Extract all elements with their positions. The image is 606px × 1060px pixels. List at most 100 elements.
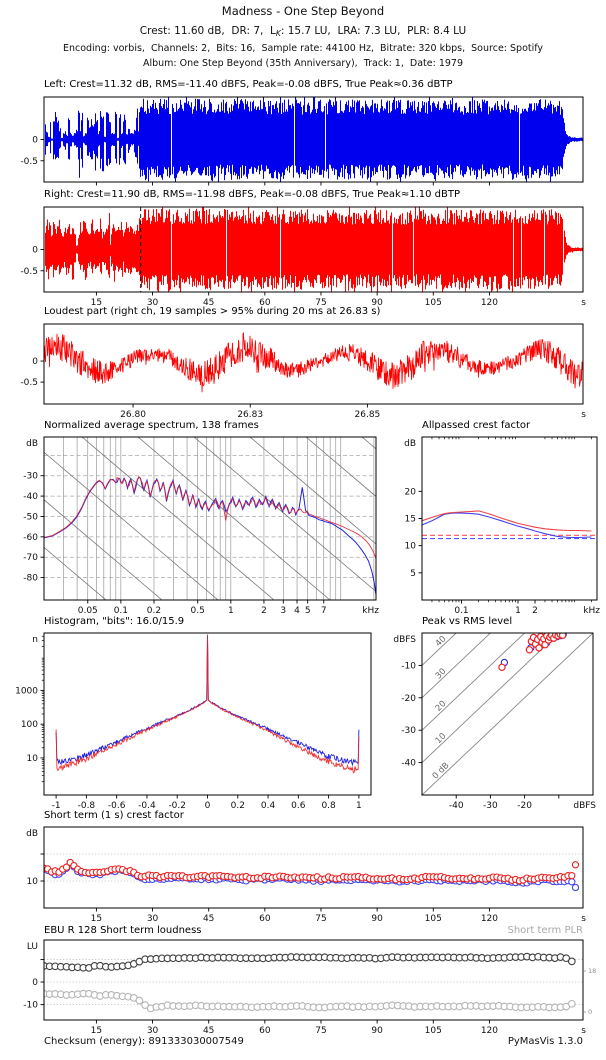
- svg-text:105: 105: [425, 1026, 442, 1036]
- svg-text:0: 0: [588, 1008, 592, 1016]
- panel-ebu: [44, 952, 576, 1013]
- svg-text:s: s: [581, 298, 586, 308]
- svg-text:dB: dB: [26, 439, 38, 449]
- svg-text:90: 90: [371, 1026, 383, 1036]
- svg-text:dBFS: dBFS: [573, 801, 596, 811]
- panel-allpassed: [422, 510, 597, 540]
- encoding-line: Encoding: vorbis, Channels: 2, Bits: 16,…: [62, 43, 544, 54]
- svg-text:n: n: [32, 635, 38, 645]
- svg-text:1000: 1000: [15, 686, 38, 696]
- svg-text:18: 18: [588, 967, 596, 975]
- svg-text:3: 3: [280, 606, 286, 616]
- svg-text:40: 40: [434, 634, 449, 649]
- svg-text:120: 120: [481, 1026, 498, 1036]
- svg-text:-0.6: -0.6: [108, 801, 126, 811]
- panel-wave_right: [45, 207, 583, 292]
- svg-text:-0.4: -0.4: [138, 801, 156, 811]
- svg-text:-70: -70: [23, 553, 38, 563]
- stats-suffix: : 15.7 LU, LRA: 7.3 LU, PLR: 8.4 LU: [280, 25, 467, 37]
- svg-text:-80: -80: [23, 574, 38, 584]
- svg-text:0.2: 0.2: [147, 606, 161, 616]
- svg-text:-0.5: -0.5: [20, 267, 38, 277]
- svg-text:-20: -20: [401, 694, 416, 704]
- checksum-text: Checksum (energy): 891333030007549: [44, 1036, 244, 1047]
- svg-text:75: 75: [315, 914, 326, 924]
- svg-text:100: 100: [21, 720, 38, 730]
- panel-title-left-waveform: Left: Crest=11.32 dB, RMS=-11.40 dBFS, P…: [44, 79, 453, 90]
- panel-wave_left: [45, 97, 583, 182]
- svg-text:26.80: 26.80: [120, 410, 146, 420]
- svg-text:0: 0: [32, 978, 38, 988]
- svg-text:-50: -50: [23, 512, 38, 522]
- svg-text:0: 0: [32, 357, 38, 367]
- svg-text:-40: -40: [449, 801, 464, 811]
- svg-text:105: 105: [425, 298, 442, 308]
- svg-text:5: 5: [305, 606, 311, 616]
- svg-text:-10: -10: [401, 661, 416, 671]
- svg-text:s: s: [581, 410, 586, 420]
- svg-text:105: 105: [425, 914, 442, 924]
- svg-text:-30: -30: [23, 472, 38, 482]
- svg-text:-0.5: -0.5: [20, 157, 38, 167]
- svg-text:0 dB: 0 dB: [431, 761, 452, 782]
- panel-title-short-term-crest: Short term (1 s) crest factor: [44, 810, 184, 821]
- svg-text:30: 30: [147, 298, 159, 308]
- svg-text:0: 0: [205, 801, 211, 811]
- app-version: PyMasVis 1.3.0: [507, 1036, 583, 1047]
- svg-text:120: 120: [481, 914, 498, 924]
- stats-line: Crest: 11.60 dB, DR: 7, LK: 15.7 LU, LRA…: [0, 25, 606, 38]
- svg-text:2: 2: [261, 606, 267, 616]
- svg-text:0: 0: [32, 246, 38, 256]
- panel-spectrum: [44, 437, 376, 600]
- svg-text:-60: -60: [23, 533, 38, 543]
- svg-text:0.8: 0.8: [321, 801, 336, 811]
- svg-text:20: 20: [405, 487, 417, 497]
- svg-text:45: 45: [203, 298, 214, 308]
- svg-text:-40: -40: [401, 759, 416, 769]
- svg-text:15: 15: [91, 914, 102, 924]
- svg-text:-40: -40: [23, 492, 38, 502]
- panel-title-ebu-loudness: EBU R 128 Short term loudness: [44, 925, 202, 936]
- svg-text:s: s: [581, 914, 586, 924]
- page-title: Madness - One Step Beyond: [221, 4, 385, 18]
- panel-title-loudest-part: Loudest part (right ch, 19 samples > 95%…: [44, 306, 381, 317]
- svg-text:10: 10: [27, 877, 39, 887]
- svg-text:1: 1: [515, 606, 521, 616]
- svg-text:45: 45: [203, 914, 214, 924]
- svg-text:10: 10: [27, 754, 39, 764]
- panel-title-allpassed-crest: Allpassed crest factor: [422, 420, 531, 431]
- svg-text:45: 45: [203, 1026, 214, 1036]
- svg-text:kHz: kHz: [362, 606, 379, 616]
- svg-text:30: 30: [147, 1026, 159, 1036]
- svg-text:s: s: [581, 1026, 586, 1036]
- svg-text:-30: -30: [483, 801, 498, 811]
- stats-prefix: Crest: 11.60 dB, DR: 7, L: [139, 25, 276, 37]
- svg-text:5: 5: [410, 569, 416, 579]
- panel-title-histogram: Histogram, "bits": 16.0/15.9: [44, 616, 185, 627]
- svg-text:0.6: 0.6: [291, 801, 306, 811]
- panel-title-right-waveform: Right: Crest=11.90 dB, RMS=-11.98 dBFS, …: [44, 189, 460, 200]
- svg-text:75: 75: [315, 1026, 326, 1036]
- svg-text:dB: dB: [26, 829, 38, 839]
- svg-text:kHz: kHz: [583, 606, 600, 616]
- svg-text:75: 75: [315, 298, 326, 308]
- svg-text:7: 7: [321, 606, 327, 616]
- svg-text:0.05: 0.05: [78, 606, 98, 616]
- svg-text:0.1: 0.1: [454, 606, 468, 616]
- svg-text:10: 10: [405, 542, 417, 552]
- album-line: Album: One Step Beyond (35th Anniversary…: [142, 58, 463, 69]
- svg-text:90: 90: [371, 914, 383, 924]
- svg-text:dB: dB: [404, 439, 416, 449]
- stats-subscript: K: [275, 29, 281, 38]
- svg-text:1: 1: [356, 801, 362, 811]
- svg-text:60: 60: [259, 1026, 271, 1036]
- svg-text:60: 60: [259, 298, 271, 308]
- svg-text:-10: -10: [23, 1001, 38, 1011]
- svg-text:30: 30: [147, 914, 159, 924]
- svg-text:26.83: 26.83: [237, 410, 263, 420]
- svg-text:10: 10: [434, 731, 449, 746]
- svg-text:0.4: 0.4: [261, 801, 276, 811]
- svg-text:1: 1: [228, 606, 234, 616]
- svg-text:90: 90: [371, 298, 383, 308]
